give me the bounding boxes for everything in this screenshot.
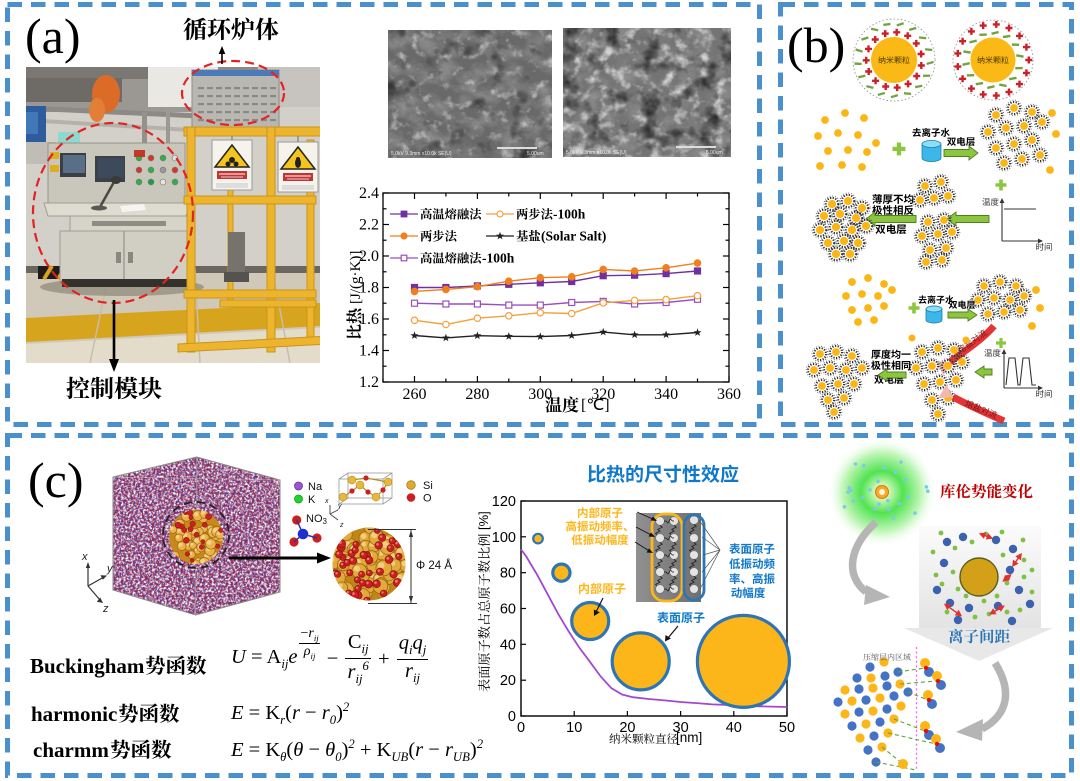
svg-text:[nm]: [nm]	[676, 730, 702, 745]
svg-text:Φ 24 Å: Φ 24 Å	[416, 559, 452, 572]
svg-text:2.2: 2.2	[359, 217, 379, 234]
svg-text:40: 40	[726, 720, 742, 736]
svg-text:300: 300	[528, 386, 552, 403]
svg-text:280: 280	[465, 386, 489, 403]
svg-text:5.00um: 5.00um	[527, 151, 544, 157]
svg-text:NO3: NO3	[306, 513, 328, 526]
svg-text:20: 20	[500, 673, 516, 689]
svg-text:-100h: -100h	[553, 207, 586, 222]
svg-text:5.0kV 9.3mm x10.0k SE(U): 5.0kV 9.3mm x10.0k SE(U)	[391, 151, 452, 157]
svg-text:20: 20	[619, 720, 635, 736]
svg-text:80: 80	[500, 566, 516, 582]
svg-text:xyz: xy z	[324, 498, 344, 529]
svg-text:40: 40	[500, 637, 516, 653]
svg-text:5.00um: 5.00um	[706, 150, 723, 156]
svg-text:50: 50	[779, 720, 795, 736]
svg-text:(Solar Salt): (Solar Salt)	[541, 229, 606, 244]
svg-text:340: 340	[654, 386, 678, 403]
svg-text:-100h: -100h	[482, 251, 515, 266]
svg-text:60: 60	[500, 602, 516, 618]
svg-text:xyz: xy z	[81, 551, 114, 615]
svg-text:(a): (a)	[25, 8, 81, 64]
svg-text:[℃]: [℃]	[581, 397, 610, 414]
svg-text:charmm: charmm	[33, 738, 109, 762]
svg-text:harmonic: harmonic	[31, 702, 117, 726]
svg-text:Buckingham: Buckingham	[30, 654, 145, 678]
svg-text:0: 0	[508, 709, 516, 725]
svg-text:Si: Si	[423, 480, 433, 492]
svg-text:360: 360	[717, 386, 741, 403]
svg-text:120: 120	[492, 494, 516, 510]
svg-text:O: O	[423, 493, 432, 505]
svg-text:[J/(g·K)]: [J/(g·K)]	[348, 251, 364, 304]
svg-text:1.8: 1.8	[359, 280, 379, 297]
svg-text:(b): (b)	[787, 17, 845, 73]
svg-text:10: 10	[566, 720, 582, 736]
svg-text:30: 30	[673, 720, 689, 736]
svg-text:1.4: 1.4	[359, 343, 379, 360]
svg-text:1.6: 1.6	[359, 311, 379, 328]
svg-text:[%]: [%]	[476, 511, 491, 530]
svg-text:320: 320	[591, 386, 615, 403]
svg-text:5.0kV 9.3mm x10.0k SE(U): 5.0kV 9.3mm x10.0k SE(U)	[566, 150, 627, 156]
svg-text:(c): (c)	[28, 452, 84, 508]
svg-text:2.4: 2.4	[359, 185, 379, 202]
svg-text:K: K	[308, 494, 316, 506]
svg-text:Na: Na	[308, 481, 323, 493]
svg-text:2.0: 2.0	[359, 248, 379, 265]
svg-text:1.2: 1.2	[359, 374, 379, 391]
svg-text:260: 260	[403, 386, 427, 403]
svg-text:0: 0	[517, 720, 525, 736]
svg-text:100: 100	[492, 530, 516, 546]
